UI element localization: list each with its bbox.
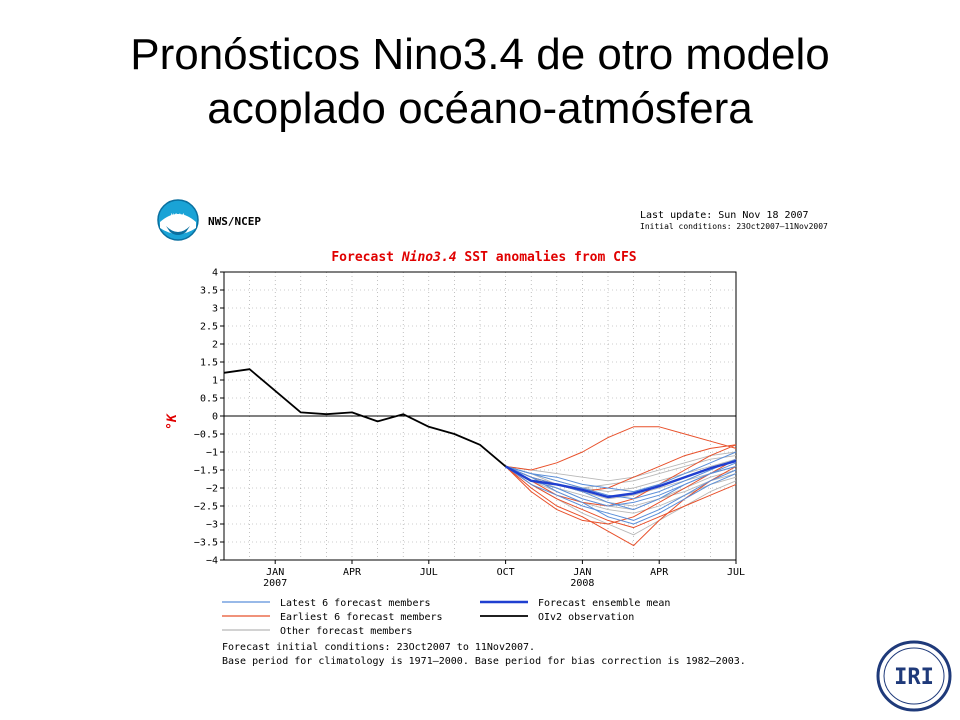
y-tick-label: 4 <box>212 268 218 279</box>
footnote-1: Forecast initial conditions: 23Oct2007 t… <box>222 642 535 653</box>
chart-title-part: Nino3.4 <box>401 250 457 265</box>
last-update: Last update: Sun Nov 18 2007 <box>640 210 809 221</box>
x-tick-year: 2008 <box>570 578 594 589</box>
x-tick-label: JUL <box>420 567 438 578</box>
x-tick-label: JUL <box>727 567 745 578</box>
nino34-chart: Forecast Nino3.4 SST anomalies from CFS … <box>165 250 746 667</box>
series-line-other <box>505 451 737 482</box>
x-tick-label: JAN <box>266 567 284 578</box>
series-line-latest <box>505 465 737 521</box>
series-line-earliest <box>505 444 737 507</box>
y-tick-label: 1 <box>212 376 218 387</box>
y-tick-label: 3.5 <box>200 286 218 297</box>
x-tick-year: 2007 <box>263 578 287 589</box>
slide-title-line2: acoplado océano-atmósfera <box>207 84 753 133</box>
series-line-latest <box>505 451 737 493</box>
y-tick-label: −2.5 <box>194 502 218 513</box>
slide-title: Pronósticos Nino3.4 de otro modelo acopl… <box>0 28 960 136</box>
series-line-earliest <box>505 465 737 529</box>
y-tick-label: −1.5 <box>194 466 218 477</box>
y-tick-label: 2 <box>212 340 218 351</box>
y-tick-label: −2 <box>206 484 218 495</box>
y-tick-label: 3 <box>212 304 218 315</box>
x-tick-label: OCT <box>497 567 515 578</box>
series-line-obs <box>223 368 507 468</box>
y-tick-label: −4 <box>206 556 218 567</box>
series-line-mean <box>505 459 737 499</box>
chart-footnotes: Forecast initial conditions: 23Oct2007 t… <box>222 642 746 667</box>
initial-conditions: Initial conditions: 23Oct2007–11Nov2007 <box>640 222 828 231</box>
legend-label-other: Other forecast members <box>280 626 412 637</box>
slide-title-line1: Pronósticos Nino3.4 de otro modelo <box>130 30 830 79</box>
series-line-earliest <box>505 426 737 471</box>
legend-label-obs: OIv2 observation <box>538 612 634 623</box>
cfs-forecast-figure: NOAA NWS/NCEP Last update: Sun Nov 18 20… <box>150 190 828 680</box>
iri-logo-icon: IRI <box>876 640 952 712</box>
y-tick-label: 1.5 <box>200 358 218 369</box>
chart-legend: Latest 6 forecast members Forecast ensemb… <box>222 598 670 637</box>
y-tick-label: 2.5 <box>200 322 218 333</box>
chart-title-part: Forecast <box>331 250 401 265</box>
series-line-latest <box>505 458 737 500</box>
x-tick-label: JAN <box>573 567 591 578</box>
y-tick-label: 0 <box>212 412 218 423</box>
y-tick-label: −0.5 <box>194 430 218 441</box>
y-tick-label: −3 <box>206 520 218 531</box>
chart-series <box>223 368 737 547</box>
x-tick-label: APR <box>343 567 362 578</box>
series-line-earliest <box>505 465 737 547</box>
legend-label-latest: Latest 6 forecast members <box>280 598 431 609</box>
legend-label-earliest: Earliest 6 forecast members <box>280 612 443 623</box>
series-line-other <box>505 466 737 536</box>
chart-axes: 4 3.5 3 2.5 2 1.5 1 0.5 0 −0.5 −1 −1.5 −2 −2.5 −3 −3.5 −… <box>165 268 745 590</box>
iri-logo-text: IRI <box>894 665 934 690</box>
footnote-2: Base period for climatology is 1971—2000… <box>222 656 746 667</box>
y-tick-label: −1 <box>206 448 218 459</box>
legend-label-mean: Forecast ensemble mean <box>538 598 670 609</box>
noaa-logo-icon: NOAA <box>157 199 199 241</box>
y-tick-label: 0.5 <box>200 394 218 405</box>
chart-title: Forecast Nino3.4 SST anomalies from CFS <box>331 250 636 265</box>
series-line-latest <box>505 465 737 525</box>
y-tick-label: −3.5 <box>194 538 218 549</box>
chart-title-part: SST anomalies from CFS <box>457 250 637 265</box>
x-tick-label: APR <box>650 567 669 578</box>
y-axis-label: °K <box>165 413 180 430</box>
noaa-logo-text: NOAA <box>171 213 186 220</box>
chart-title-text: Forecast Nino3.4 SST anomalies from CFS <box>331 250 636 265</box>
org-label: NWS/NCEP <box>208 215 261 228</box>
